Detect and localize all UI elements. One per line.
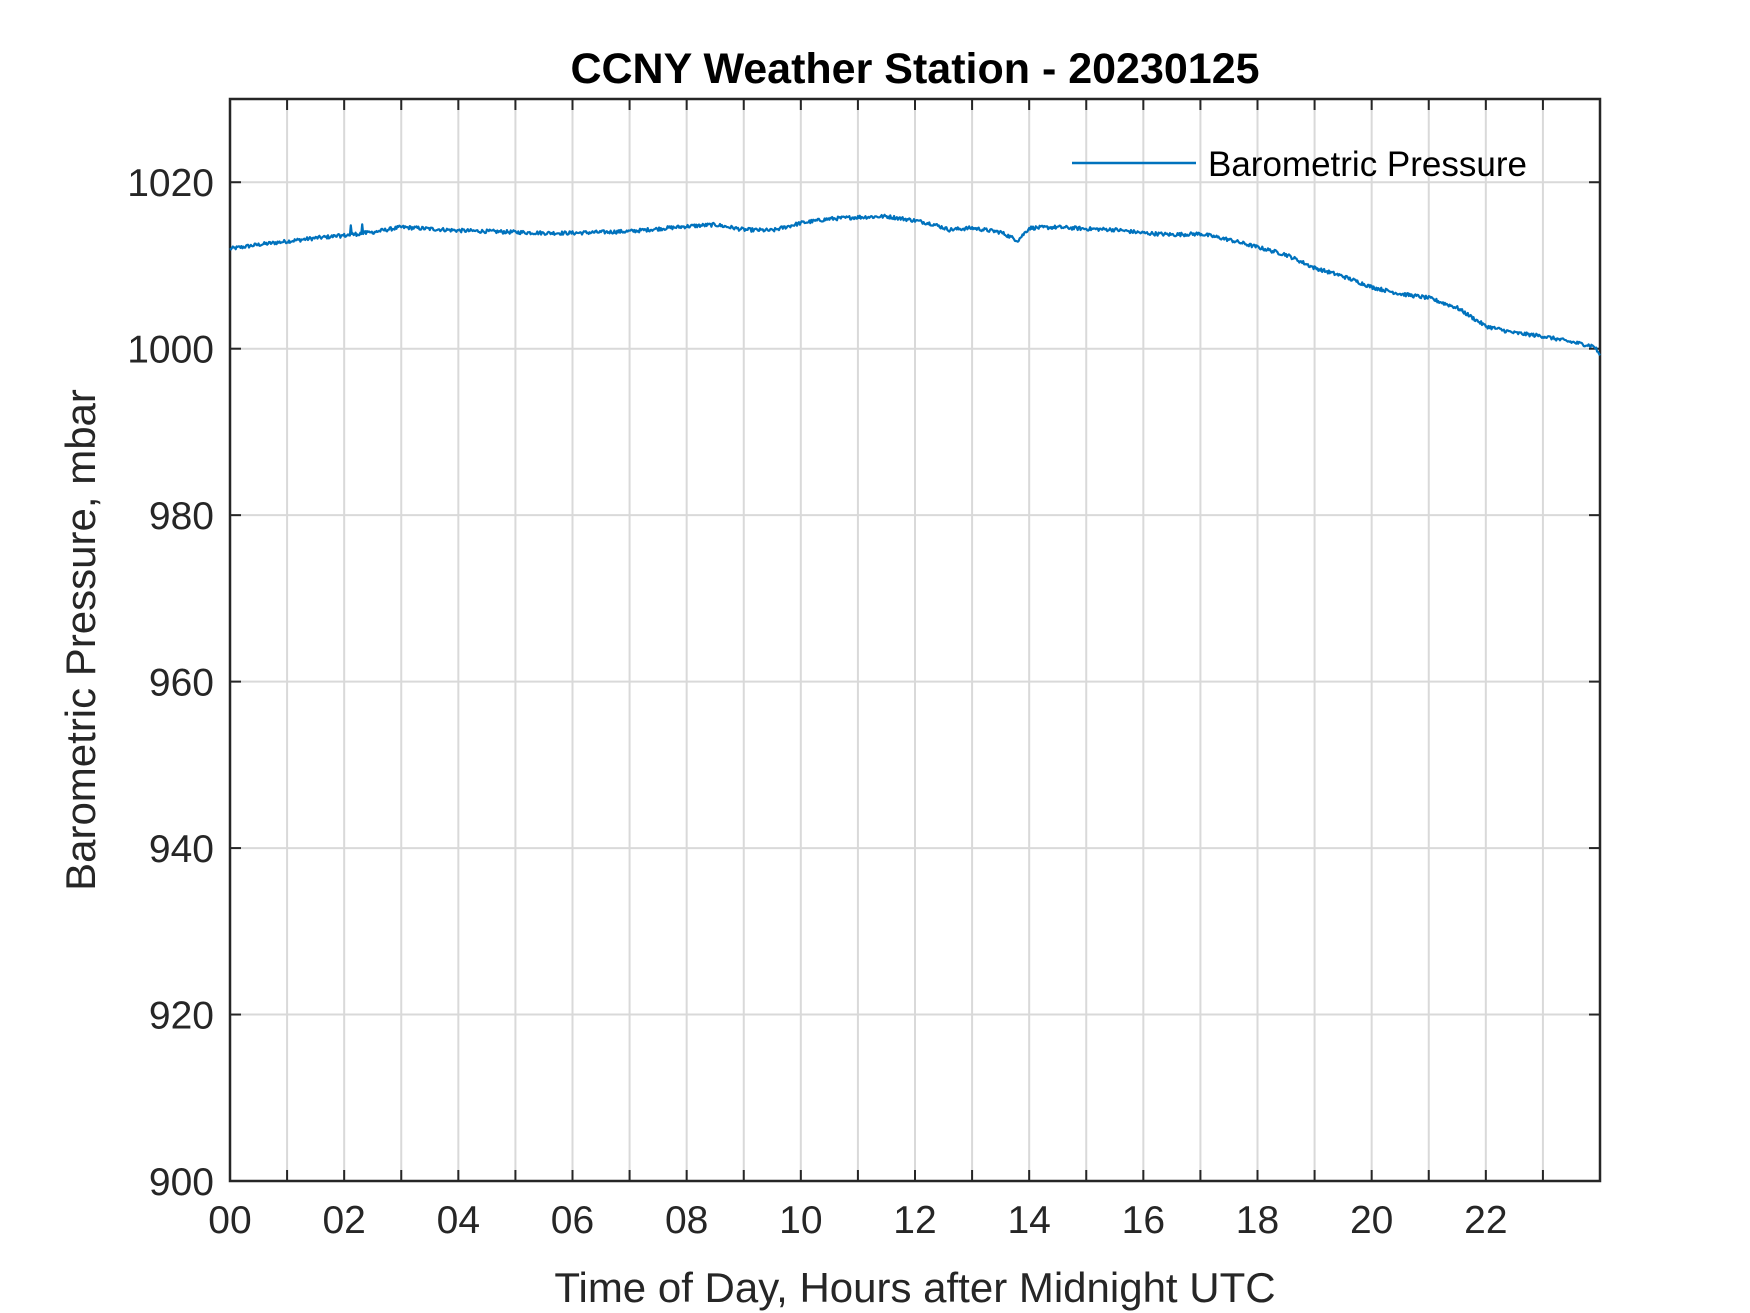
y-tick-label: 940 [149,828,214,871]
chart-title: CCNY Weather Station - 20230125 [570,45,1259,93]
y-tick-label: 1000 [127,329,214,372]
legend-entry-barometric-pressure: Barometric Pressure [1208,145,1527,184]
y-tick-label: 900 [149,1161,214,1204]
y-tick-label: 960 [149,662,214,705]
x-tick-label: 16 [1122,1199,1165,1242]
y-tick-label: 920 [149,995,214,1038]
x-tick-label: 00 [208,1199,251,1242]
x-tick-label: 02 [322,1199,365,1242]
tick-marks [230,99,1600,1182]
y-tick-label: 980 [149,495,214,538]
x-tick-label: 08 [665,1199,708,1242]
x-tick-labels: 00 02 04 06 08 10 12 14 16 18 20 22 [208,1199,1507,1242]
x-tick-label: 06 [551,1199,594,1242]
x-tick-label: 18 [1236,1199,1279,1242]
x-axis-label: Time of Day, Hours after Midnight UTC [554,1264,1275,1311]
y-axis-label: Barometric Pressure, mbar [57,389,104,891]
x-tick-label: 10 [779,1199,822,1242]
y-tick-labels: 900 920 940 960 980 1000 1020 [127,162,214,1204]
x-tick-label: 04 [437,1199,480,1242]
series-line-barometric-pressure [229,213,1601,356]
grid-lines [230,99,1600,1181]
y-tick-label: 1020 [127,162,214,205]
x-tick-label: 20 [1350,1199,1393,1242]
legend: Barometric Pressure [1072,145,1527,184]
x-tick-label: 22 [1464,1199,1507,1242]
x-tick-label: 12 [893,1199,936,1242]
x-tick-label: 14 [1007,1199,1050,1242]
